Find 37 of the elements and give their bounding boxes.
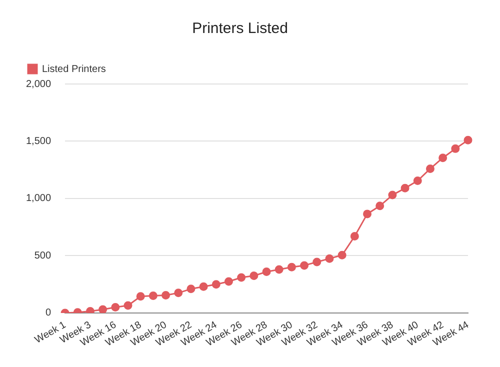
- legend-label: Listed Printers: [42, 64, 106, 75]
- point: [186, 284, 196, 294]
- point: [363, 210, 372, 218]
- point: [338, 250, 346, 260]
- point: [350, 232, 359, 241]
- point: [312, 258, 322, 266]
- point: [124, 301, 132, 310]
- point: [388, 190, 397, 200]
- point: [325, 254, 334, 263]
- point: [237, 273, 246, 282]
- point: [464, 136, 472, 144]
- point: [413, 176, 422, 185]
- point: [224, 277, 233, 286]
- point: [212, 280, 220, 289]
- point: [300, 261, 309, 270]
- y-tick-label: 2,000: [26, 78, 52, 90]
- point: [262, 268, 271, 276]
- point: [136, 292, 145, 301]
- point: [400, 184, 410, 192]
- point: [162, 290, 170, 300]
- point: [98, 305, 108, 313]
- point: [111, 302, 120, 312]
- y-tick-label: 0: [45, 308, 52, 319]
- point: [426, 164, 434, 173]
- y-tick-label: 1,000: [26, 193, 52, 204]
- point: [376, 202, 384, 210]
- point: [250, 272, 258, 280]
- point: [438, 154, 448, 162]
- point: [148, 292, 158, 300]
- point: [274, 265, 284, 274]
- point: [174, 288, 183, 298]
- y-tick-label: 1,500: [26, 136, 52, 147]
- point: [287, 262, 296, 272]
- point: [199, 282, 208, 291]
- chart-title: Printers Listed: [192, 20, 288, 38]
- y-tick-label: 500: [34, 250, 52, 262]
- point: [451, 144, 460, 153]
